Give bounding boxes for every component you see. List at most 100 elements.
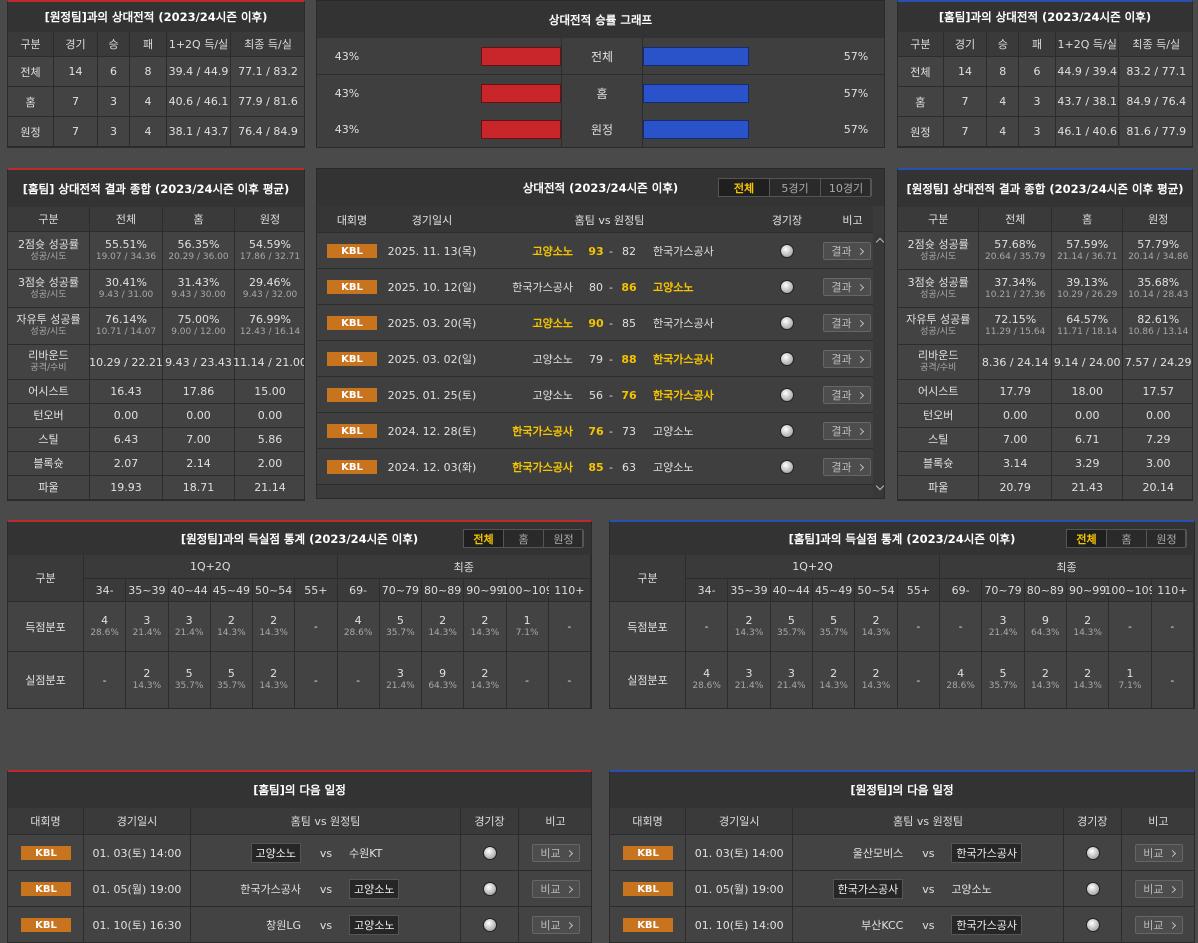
chevron[interactable] [1168,885,1176,893]
chevron[interactable] [1168,921,1176,929]
graph-row: 43% 홈 57% [317,74,884,112]
button-label[interactable]: 결과 [831,389,852,402]
percent: 14.3% [470,627,500,638]
percent: 14.3% [259,627,288,638]
button-label[interactable]: 결과 [831,461,852,474]
button[interactable]: 비교 [532,880,580,898]
rate-bar [643,47,750,66]
graph-row: 43% 원정 57% [317,111,884,147]
value-cell: 21.14 [235,476,304,500]
team-cell: 부산KCC [793,907,903,943]
tab[interactable]: 원정 [544,530,584,547]
value-cell: 3 21.4% [168,602,211,652]
scroll-up[interactable] [875,237,884,247]
percent: 14.3% [861,681,891,691]
button-label[interactable]: 결과 [831,245,852,258]
header-cell: 최종 득/실 [1119,32,1192,57]
chevron[interactable] [856,427,864,435]
button-label[interactable]: 비교 [540,847,561,860]
away-team: 한국가스공사 [951,843,1023,863]
chevron[interactable] [856,283,864,291]
match-date: 01. 10(토) 14:00 [686,907,794,943]
value-cell: 3 21.4% [770,652,813,708]
label-sub: 성공/시도 [30,327,67,337]
chevron[interactable] [565,849,573,857]
value-cell: - [295,652,338,708]
button-label[interactable]: 비교 [1143,847,1164,860]
row-label: 3점슛 성공률 성공/시도 [898,270,980,308]
percent: 14.3% [428,627,457,638]
match-date: 2025. 03. 02(일) [387,353,477,366]
value-sub: 10.29 / 26.29 [1057,289,1118,300]
tab[interactable]: 전체 [719,179,770,196]
percent: 28.6% [343,627,373,638]
percent: 35.7% [386,627,415,638]
value-cell: 9.14 / 24.00 [1051,345,1124,380]
header-cell: 패 [130,32,167,57]
score-separator: - [609,280,613,294]
match-date: 2024. 12. 28(토) [387,425,477,438]
button[interactable]: 결과 [823,314,871,332]
percent: 28.6% [692,681,721,691]
value-cell: 2 14.3% [422,602,465,652]
value-cell: 4 28.6% [337,602,380,652]
value-cell: 7.29 [1123,428,1192,452]
bin-header: 90~99 [1067,579,1110,602]
tab[interactable]: 전체 [464,530,504,547]
value-cell: 2 14.3% [855,602,898,652]
home-score: 79 [589,352,603,366]
button[interactable]: 비교 [532,916,580,934]
label-sub: 성공/시도 [30,289,67,300]
button-label[interactable]: 비교 [540,919,561,932]
vs-label: vs [922,846,935,860]
button[interactable]: 비교 [1134,916,1183,934]
chevron[interactable] [856,463,864,471]
chevron[interactable] [1168,849,1176,857]
button-label[interactable]: 결과 [831,353,852,366]
panel: [홈팀]과의 상대전적 (2023/24시즌 이후) 구분 경기 승 패 1+2Q 득/실… [897,0,1193,148]
button[interactable]: 결과 [823,278,871,296]
button-label[interactable]: 비교 [540,883,561,896]
vs-label: vs [319,918,333,932]
cell: 한국가스공사 vs 고양소노 [191,871,461,907]
button-label[interactable]: 비교 [1143,919,1164,932]
chevron[interactable] [856,319,864,327]
button[interactable]: 비교 [1134,844,1183,862]
value-main: 55.51% [105,237,147,251]
button[interactable]: 결과 [823,350,871,368]
button[interactable]: 비교 [1134,880,1183,898]
button[interactable]: 결과 [823,386,871,404]
chevron[interactable] [565,885,573,893]
value-sub: 10.14 / 28.43 [1128,289,1189,300]
bin-header: 100~109 [1104,579,1156,602]
value-cell: 3 21.4% [379,652,422,708]
tab[interactable]: 10경기 [821,179,872,196]
button[interactable]: 결과 [823,422,871,440]
chevron[interactable] [565,921,573,929]
button[interactable]: 결과 [823,242,871,260]
tab[interactable]: 홈 [504,530,544,547]
button[interactable]: 비교 [532,844,580,862]
tab[interactable]: 전체 [1067,530,1107,547]
home-team: 한국가스공사 [240,883,301,896]
chevron[interactable] [856,355,864,363]
button-label[interactable]: 결과 [831,281,852,294]
scroll-down[interactable] [875,481,884,491]
button-label[interactable]: 결과 [831,317,852,330]
button-label[interactable]: 결과 [831,425,852,438]
bin-header: 110+ [548,579,591,602]
scrollbar[interactable] [873,233,884,498]
chevron[interactable] [856,391,864,399]
tab[interactable]: 원정 [1147,530,1187,547]
button-label[interactable]: 비교 [1143,883,1164,896]
header-cell: 경기일시 [411,213,453,227]
match-date: 01. 03(토) 14:00 [686,835,794,871]
tab[interactable]: 5경기 [770,179,821,196]
tab[interactable]: 홈 [1107,530,1147,547]
button[interactable]: 결과 [823,458,871,476]
percent: 14.3% [217,627,246,638]
percent: 14.3% [132,681,162,691]
panel-title: [원정팀]의 다음 일정 [610,772,1194,808]
value-cell: 2 14.3% [464,652,507,708]
chevron[interactable] [856,247,864,255]
